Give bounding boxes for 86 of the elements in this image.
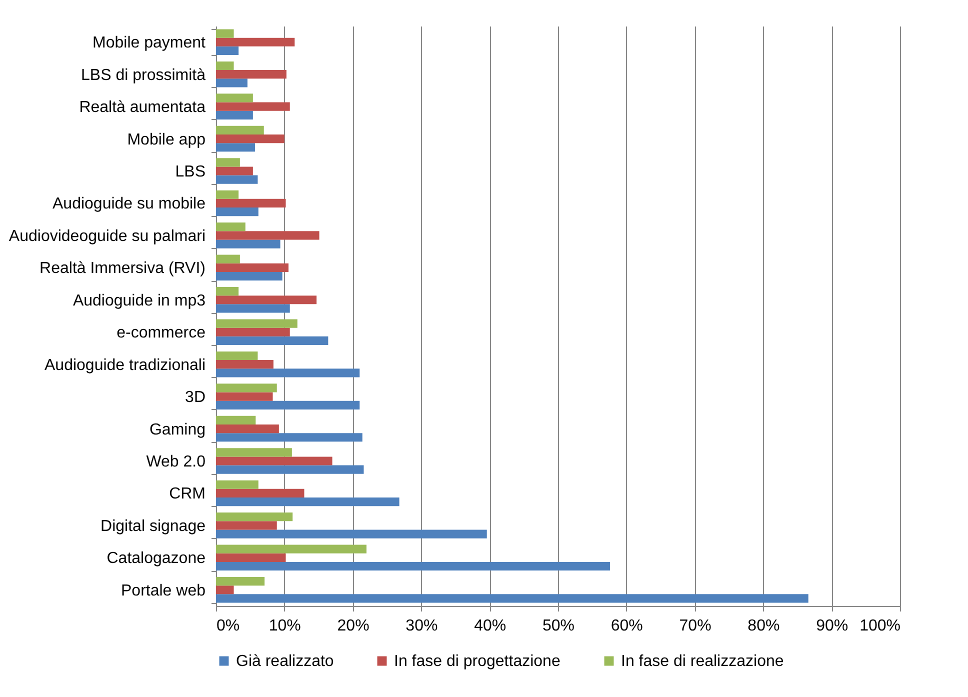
legend-label: Già realizzato — [236, 653, 334, 670]
legend-label: In fase di realizzazione — [621, 653, 784, 670]
bar — [216, 94, 253, 102]
bar — [216, 400, 360, 410]
x-tick-label: 70% — [679, 618, 712, 634]
y-tick-label: 3D — [185, 389, 206, 406]
bar — [216, 296, 317, 304]
bar — [216, 392, 273, 401]
bar — [216, 102, 290, 111]
bar — [216, 126, 264, 134]
bar — [216, 198, 286, 208]
bar — [216, 562, 610, 571]
bar — [216, 594, 808, 603]
y-tick-label: Audiovideoguide su palmari — [8, 228, 206, 245]
bar — [216, 222, 246, 232]
bar — [216, 424, 279, 434]
x-tick-label: 40% — [474, 618, 506, 634]
x-tick-label: 60% — [610, 618, 643, 634]
bar — [216, 190, 239, 199]
bar — [216, 351, 258, 360]
bar — [216, 263, 289, 272]
y-tick-label: Realtà Immersiva (RVI) — [40, 260, 206, 278]
y-tick-label: Audioguide tradizionali — [44, 356, 206, 374]
bar — [216, 272, 282, 281]
bar — [216, 433, 362, 442]
bar — [216, 488, 304, 498]
bar — [216, 134, 284, 144]
bar — [216, 254, 240, 264]
y-tick-label: Web 2.0 — [146, 454, 206, 470]
y-tick-label: LBS di prossimità — [81, 66, 206, 84]
x-tick-label: 80% — [748, 618, 780, 634]
bar — [216, 336, 328, 345]
bar — [216, 304, 290, 313]
bar — [216, 143, 255, 152]
y-tick-label: CRM — [169, 486, 206, 503]
legend-label: In fase di progettazione — [394, 653, 560, 670]
bar — [216, 498, 400, 506]
bar — [216, 78, 248, 88]
bar — [216, 231, 320, 240]
bar — [216, 416, 256, 424]
bar — [216, 166, 253, 176]
y-tick-label: Digital signage — [100, 518, 206, 535]
y-tick-label: LBS — [175, 164, 206, 180]
bar — [216, 480, 258, 489]
bar — [216, 70, 286, 79]
bar — [216, 328, 290, 336]
bar — [216, 521, 277, 530]
bar — [216, 368, 360, 378]
bar — [216, 530, 487, 538]
bar — [216, 456, 332, 466]
x-tick-label: 10% — [268, 618, 301, 634]
x-tick-label: 30% — [406, 618, 438, 634]
x-tick-label: 90% — [816, 618, 848, 634]
bar — [216, 360, 274, 369]
y-tick-label: Mobile payment — [92, 34, 206, 52]
bar — [216, 38, 295, 46]
y-tick-label: Realtà aumentata — [79, 99, 206, 116]
bar — [216, 544, 366, 554]
bar — [216, 158, 240, 167]
y-tick-label: Catalogazone — [106, 550, 206, 568]
y-tick-label: Audioguide su mobile — [52, 196, 206, 213]
bar — [216, 61, 234, 70]
x-tick-label: 50% — [542, 618, 575, 634]
x-tick-label: 0% — [216, 618, 240, 634]
bar — [216, 110, 253, 120]
bar — [216, 319, 298, 328]
bar — [216, 586, 234, 594]
y-tick-label: Gaming — [149, 421, 206, 438]
bar — [216, 46, 239, 55]
y-tick-label: Audioguide in mp3 — [72, 292, 206, 310]
y-tick-label: Portale web — [121, 582, 206, 600]
bar — [216, 287, 239, 296]
bar — [216, 465, 364, 474]
bar — [216, 175, 258, 184]
bar — [216, 29, 234, 38]
bar — [216, 240, 280, 248]
bar — [216, 384, 277, 392]
bar — [216, 448, 292, 457]
x-tick-label: 20% — [337, 618, 370, 634]
y-tick-label: e-commerce — [116, 324, 206, 342]
bar — [216, 577, 265, 586]
bar — [216, 512, 293, 522]
bar — [216, 208, 258, 216]
y-tick-label: Mobile app — [127, 131, 206, 148]
x-tick-label: 100% — [860, 618, 900, 634]
bar — [216, 553, 286, 562]
